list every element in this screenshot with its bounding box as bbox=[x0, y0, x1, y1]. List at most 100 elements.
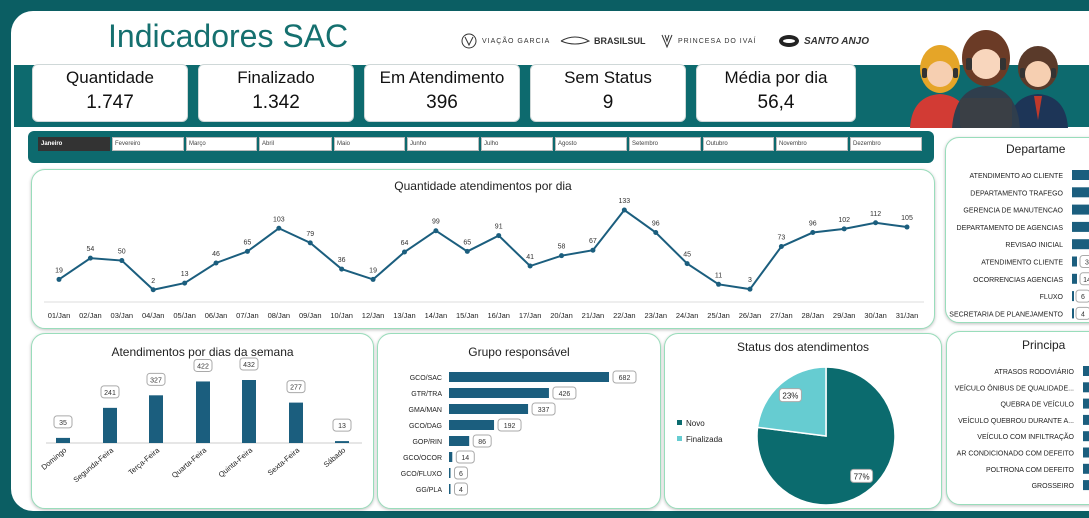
slice-label: 77% bbox=[854, 472, 870, 481]
y-tick-label: GTR/TRA bbox=[411, 391, 442, 398]
data-label-box bbox=[193, 358, 213, 372]
x-tick-label: 04/Jan bbox=[142, 311, 165, 320]
data-point bbox=[150, 287, 156, 293]
data-label: 65 bbox=[463, 239, 471, 246]
bar bbox=[1072, 221, 1089, 232]
y-tick-label: DEPARTAMENTO TRAFEGO bbox=[970, 190, 1063, 197]
bar bbox=[449, 420, 495, 430]
data-label-box bbox=[531, 402, 556, 416]
data-label-box bbox=[239, 357, 259, 371]
principal-reasons-chart: ATRASOS RODOVIÁRIO VEÍCULO ÔNIBUS DE QUAL… bbox=[955, 366, 1089, 491]
data-label-box bbox=[552, 386, 577, 400]
month-button-6[interactable]: Julho bbox=[481, 137, 553, 151]
bar bbox=[196, 381, 210, 443]
x-tick-label: 13/Jan bbox=[393, 311, 416, 320]
data-point bbox=[621, 207, 627, 213]
chart-title: Grupo responsável bbox=[468, 345, 570, 359]
x-tick-label: 12/Jan bbox=[362, 311, 385, 320]
data-point bbox=[433, 228, 439, 234]
month-button-5[interactable]: Junho bbox=[407, 137, 479, 151]
x-tick-label: 10/Jan bbox=[330, 311, 353, 320]
x-tick-label: 06/Jan bbox=[205, 311, 228, 320]
data-label-box bbox=[332, 418, 352, 432]
bar bbox=[56, 437, 70, 443]
data-label-box bbox=[146, 372, 166, 386]
data-label: 14 bbox=[461, 455, 469, 462]
x-tick-label: 24/Jan bbox=[676, 311, 699, 320]
call-center-agents-illustration bbox=[910, 30, 1068, 128]
kpi-em-atendimento: Em Atendimento 396 bbox=[364, 64, 520, 122]
month-button-7[interactable]: Agosto bbox=[555, 137, 627, 151]
department-bar-chart: ATENDIMENTO AO CLIENTE DEPARTAMENTO TRAFE… bbox=[949, 170, 1089, 320]
data-label-box bbox=[1079, 255, 1089, 268]
month-button-9[interactable]: Outubro bbox=[703, 137, 774, 151]
data-label: 96 bbox=[652, 221, 660, 228]
kpi-label: Sem Status bbox=[564, 68, 652, 87]
bar bbox=[1083, 414, 1089, 425]
slice-label-box bbox=[850, 468, 874, 483]
data-label: 79 bbox=[306, 231, 314, 238]
x-tick-label: 30/Jan bbox=[864, 311, 887, 320]
data-label-box bbox=[612, 370, 637, 384]
month-button-4[interactable]: Maio bbox=[334, 137, 405, 151]
legend-label: Novo bbox=[686, 419, 705, 428]
data-label-box bbox=[100, 385, 120, 399]
data-label: 96 bbox=[809, 221, 817, 228]
bar bbox=[449, 388, 549, 398]
month-button-10[interactable]: Novembro bbox=[776, 137, 848, 151]
data-point bbox=[401, 249, 407, 255]
y-tick-label: QUEBRA DE VEÍCULO bbox=[1000, 400, 1074, 409]
data-point bbox=[590, 247, 596, 253]
bar bbox=[449, 484, 451, 494]
bar bbox=[1072, 273, 1077, 284]
data-point bbox=[841, 226, 847, 232]
month-button-8[interactable]: Setembro bbox=[629, 137, 701, 151]
x-tick-label: Sábado bbox=[322, 446, 348, 470]
bar bbox=[449, 436, 470, 446]
data-point bbox=[464, 248, 470, 254]
data-label: 35 bbox=[59, 420, 67, 427]
y-tick-label: GCO/FLUXO bbox=[401, 471, 443, 478]
x-tick-label: 23/Jan bbox=[644, 311, 667, 320]
x-tick-label: 14/Jan bbox=[425, 311, 448, 320]
y-tick-label: OCORRENCIAS AGENCIAS bbox=[973, 277, 1063, 284]
chart-title: Status dos atendimentos bbox=[736, 340, 870, 354]
data-label: 99 bbox=[432, 219, 440, 226]
data-label-box bbox=[497, 418, 522, 432]
month-button-2[interactable]: Março bbox=[186, 137, 257, 151]
x-tick-label: Quinta-Feira bbox=[217, 445, 255, 479]
x-tick-label: 17/Jan bbox=[519, 311, 542, 320]
y-tick-label: VEÍCULO COM INFILTRAÇÃO bbox=[977, 432, 1074, 441]
bar bbox=[1083, 431, 1089, 442]
y-tick-label: ATENDIMENTO AO CLIENTE bbox=[970, 173, 1064, 180]
data-label: 19 bbox=[369, 267, 377, 274]
data-point bbox=[307, 240, 313, 246]
x-tick-label: Terça-Feira bbox=[126, 445, 161, 477]
data-point bbox=[244, 248, 250, 254]
kpi-value: 1.747 bbox=[86, 92, 134, 113]
data-label-box bbox=[53, 415, 73, 429]
data-label: 65 bbox=[244, 239, 252, 246]
kpi-label: Em Atendimento bbox=[379, 68, 505, 87]
data-label: 11 bbox=[715, 272, 722, 279]
data-point bbox=[276, 225, 282, 231]
y-tick-label: DEPARTAMENTO DE AGENCIAS bbox=[957, 225, 1064, 232]
data-label: 13 bbox=[181, 271, 189, 278]
princesa-crest-icon bbox=[661, 34, 673, 49]
month-button-3[interactable]: Abril bbox=[259, 137, 332, 151]
bar bbox=[103, 407, 117, 443]
kpi-value: 396 bbox=[426, 92, 458, 113]
y-tick-label: VEÍCULO ÔNIBUS DE QUALIDADE... bbox=[955, 383, 1074, 392]
y-tick-label: POLTRONA COM DEFEITO bbox=[986, 467, 1075, 474]
month-button-1[interactable]: Fevereiro bbox=[112, 137, 184, 151]
data-label: 277 bbox=[290, 385, 302, 392]
data-point bbox=[370, 276, 376, 282]
bar bbox=[1072, 291, 1074, 302]
month-button-0[interactable]: Janeiro bbox=[38, 137, 110, 151]
y-tick-label: GOP/RIN bbox=[412, 439, 442, 446]
y-tick-label: GERENCIA DE MANUTENCAO bbox=[963, 208, 1063, 215]
data-point bbox=[778, 244, 784, 250]
month-button-11[interactable]: Dezembro bbox=[850, 137, 922, 151]
page-title: Indicadores SAC bbox=[108, 18, 349, 54]
status-pie-chart-panel: Status dos atendimentos 77% Novo 23% Finali… bbox=[664, 333, 942, 509]
